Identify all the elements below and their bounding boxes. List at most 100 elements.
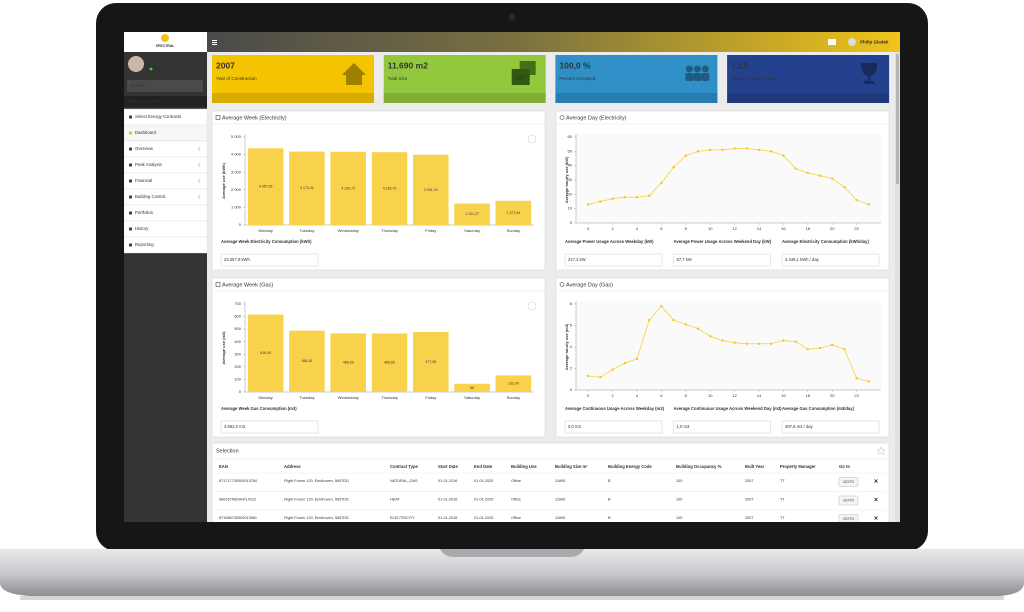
chart-menu-button[interactable] [527,301,537,311]
title-icon [559,282,565,287]
nav-label[interactable]: History [135,226,149,231]
line-point [599,200,602,203]
remove-icon[interactable] [874,479,878,483]
nav-label[interactable]: Overview [135,146,154,151]
x-tick-label: 18 [806,393,811,398]
line-point [587,374,590,378]
bar-value-label: 488,16 [302,359,313,363]
nav-label[interactable]: Reporting [135,242,154,247]
menu-toggle[interactable] [212,40,217,45]
screen: Philip Gladek SPECTRAL Philip Gladek Online… [124,32,900,524]
nav-label[interactable]: Portfolios [135,210,153,215]
bar-value-label: 3 991,10 [424,188,438,192]
y-tick-label: 300 [234,351,241,356]
x-tick-label: 2 [611,393,614,398]
header-user[interactable]: Philip Gladek [860,40,889,45]
y-axis-label: Average hourly use (kW) [564,156,569,203]
bar-value-label: 1 377,64 [507,211,521,215]
kpi-card [212,55,374,103]
kpi-icon [693,73,702,81]
y-tick-label: 500 [234,326,241,331]
nav-icon [129,147,132,151]
title-icon [215,115,221,120]
kpi-card [555,55,718,103]
x-tick-label: Monday [259,395,273,400]
nav-label[interactable]: Building Control [135,194,165,199]
table-cell: Office [511,479,521,483]
sidebar-avatar [128,56,144,72]
goto-button[interactable] [838,477,859,487]
x-tick-label: Friday [425,395,436,400]
footer-value: 1,0 m3 [677,424,690,429]
sidebar-status: Online [154,66,166,71]
remove-icon[interactable] [874,497,878,502]
logo-mark [161,34,169,42]
laptop-base [0,549,1024,596]
line-point [770,150,773,153]
table-cell: 100 [676,479,682,483]
remove-icon[interactable] [874,516,878,520]
line-point [623,196,626,199]
favorite-star[interactable] [876,446,886,455]
search-placeholder[interactable]: Search... [130,83,148,88]
search-box[interactable] [127,80,203,92]
title-icon [215,282,221,287]
goto-button[interactable] [838,495,859,506]
table-cell: TT [780,498,785,502]
y-tick-label: 0 [239,222,242,227]
x-tick-label: 22 [854,393,859,398]
kpi-value: 100,0 % [559,60,591,70]
nav-icon [129,243,132,247]
nav-label[interactable]: Dashboard [135,130,157,135]
chart-menu-button[interactable] [527,134,537,144]
y-tick-label: 0 [570,220,573,225]
bar-value-label: 466,26 [343,361,354,365]
selection-title: Selection [216,448,239,454]
bar-value-label: 4 136,76 [383,187,397,191]
scrollbar-thumb[interactable] [896,54,899,184]
goto-label[interactable]: GOTO [843,499,854,503]
y-tick-label: 60 [568,134,573,139]
footer-label: Average Week Gas Consumption (m3) [221,406,297,411]
table-cell: 11690 [555,479,565,483]
bar [495,200,532,225]
footer-value-box [781,420,880,434]
kpi-icon [701,73,710,81]
nav-chevron [198,194,201,200]
x-tick-label: 22 [854,226,859,231]
chart-title: Average Week (Electricity) [222,115,287,121]
goto-button[interactable] [838,514,859,524]
footer-label: Average Continuous Usage Across Weekend … [674,406,783,411]
kpi-label: Average Energy Index [731,76,776,81]
x-tick-label: Wednesday [338,228,359,233]
y-tick-label: 200 [234,364,241,369]
kpi-icon [685,73,694,81]
line-point [721,339,724,342]
line-point [806,347,809,351]
bar [454,383,490,392]
user-avatar[interactable] [848,38,856,46]
footer-label: Average Power Usage Across Weekend Day (… [674,239,772,244]
kpi-card [727,55,890,103]
y-tick-label: 5 000 [231,134,242,139]
table-cell: ELECTRICITY [390,516,415,520]
x-tick-label: Friday [425,228,436,233]
mail-icon[interactable] [828,39,836,45]
line-point [867,203,870,206]
nav-label[interactable]: Select Energy Contracts [135,114,181,119]
nav-item[interactable] [124,236,208,254]
nav-label[interactable]: Peak Analysis [135,162,162,167]
line-point [855,198,858,202]
y-tick-label: 20 [568,191,573,196]
table-cell: NATURAL_GAS [390,479,418,483]
bar-value-label: 616,09 [260,351,271,355]
column-header: Go to [839,464,850,469]
goto-label[interactable]: GOTO [843,517,854,521]
table-cell: 100 [676,516,682,520]
kpi-icon [701,65,709,73]
footer-label: Average Continuous Usage Across Weekday … [565,406,665,411]
column-header: Building Occupancy % [676,464,722,469]
goto-label[interactable]: GOTO [843,480,854,484]
nav-label[interactable]: Financial [135,178,152,183]
